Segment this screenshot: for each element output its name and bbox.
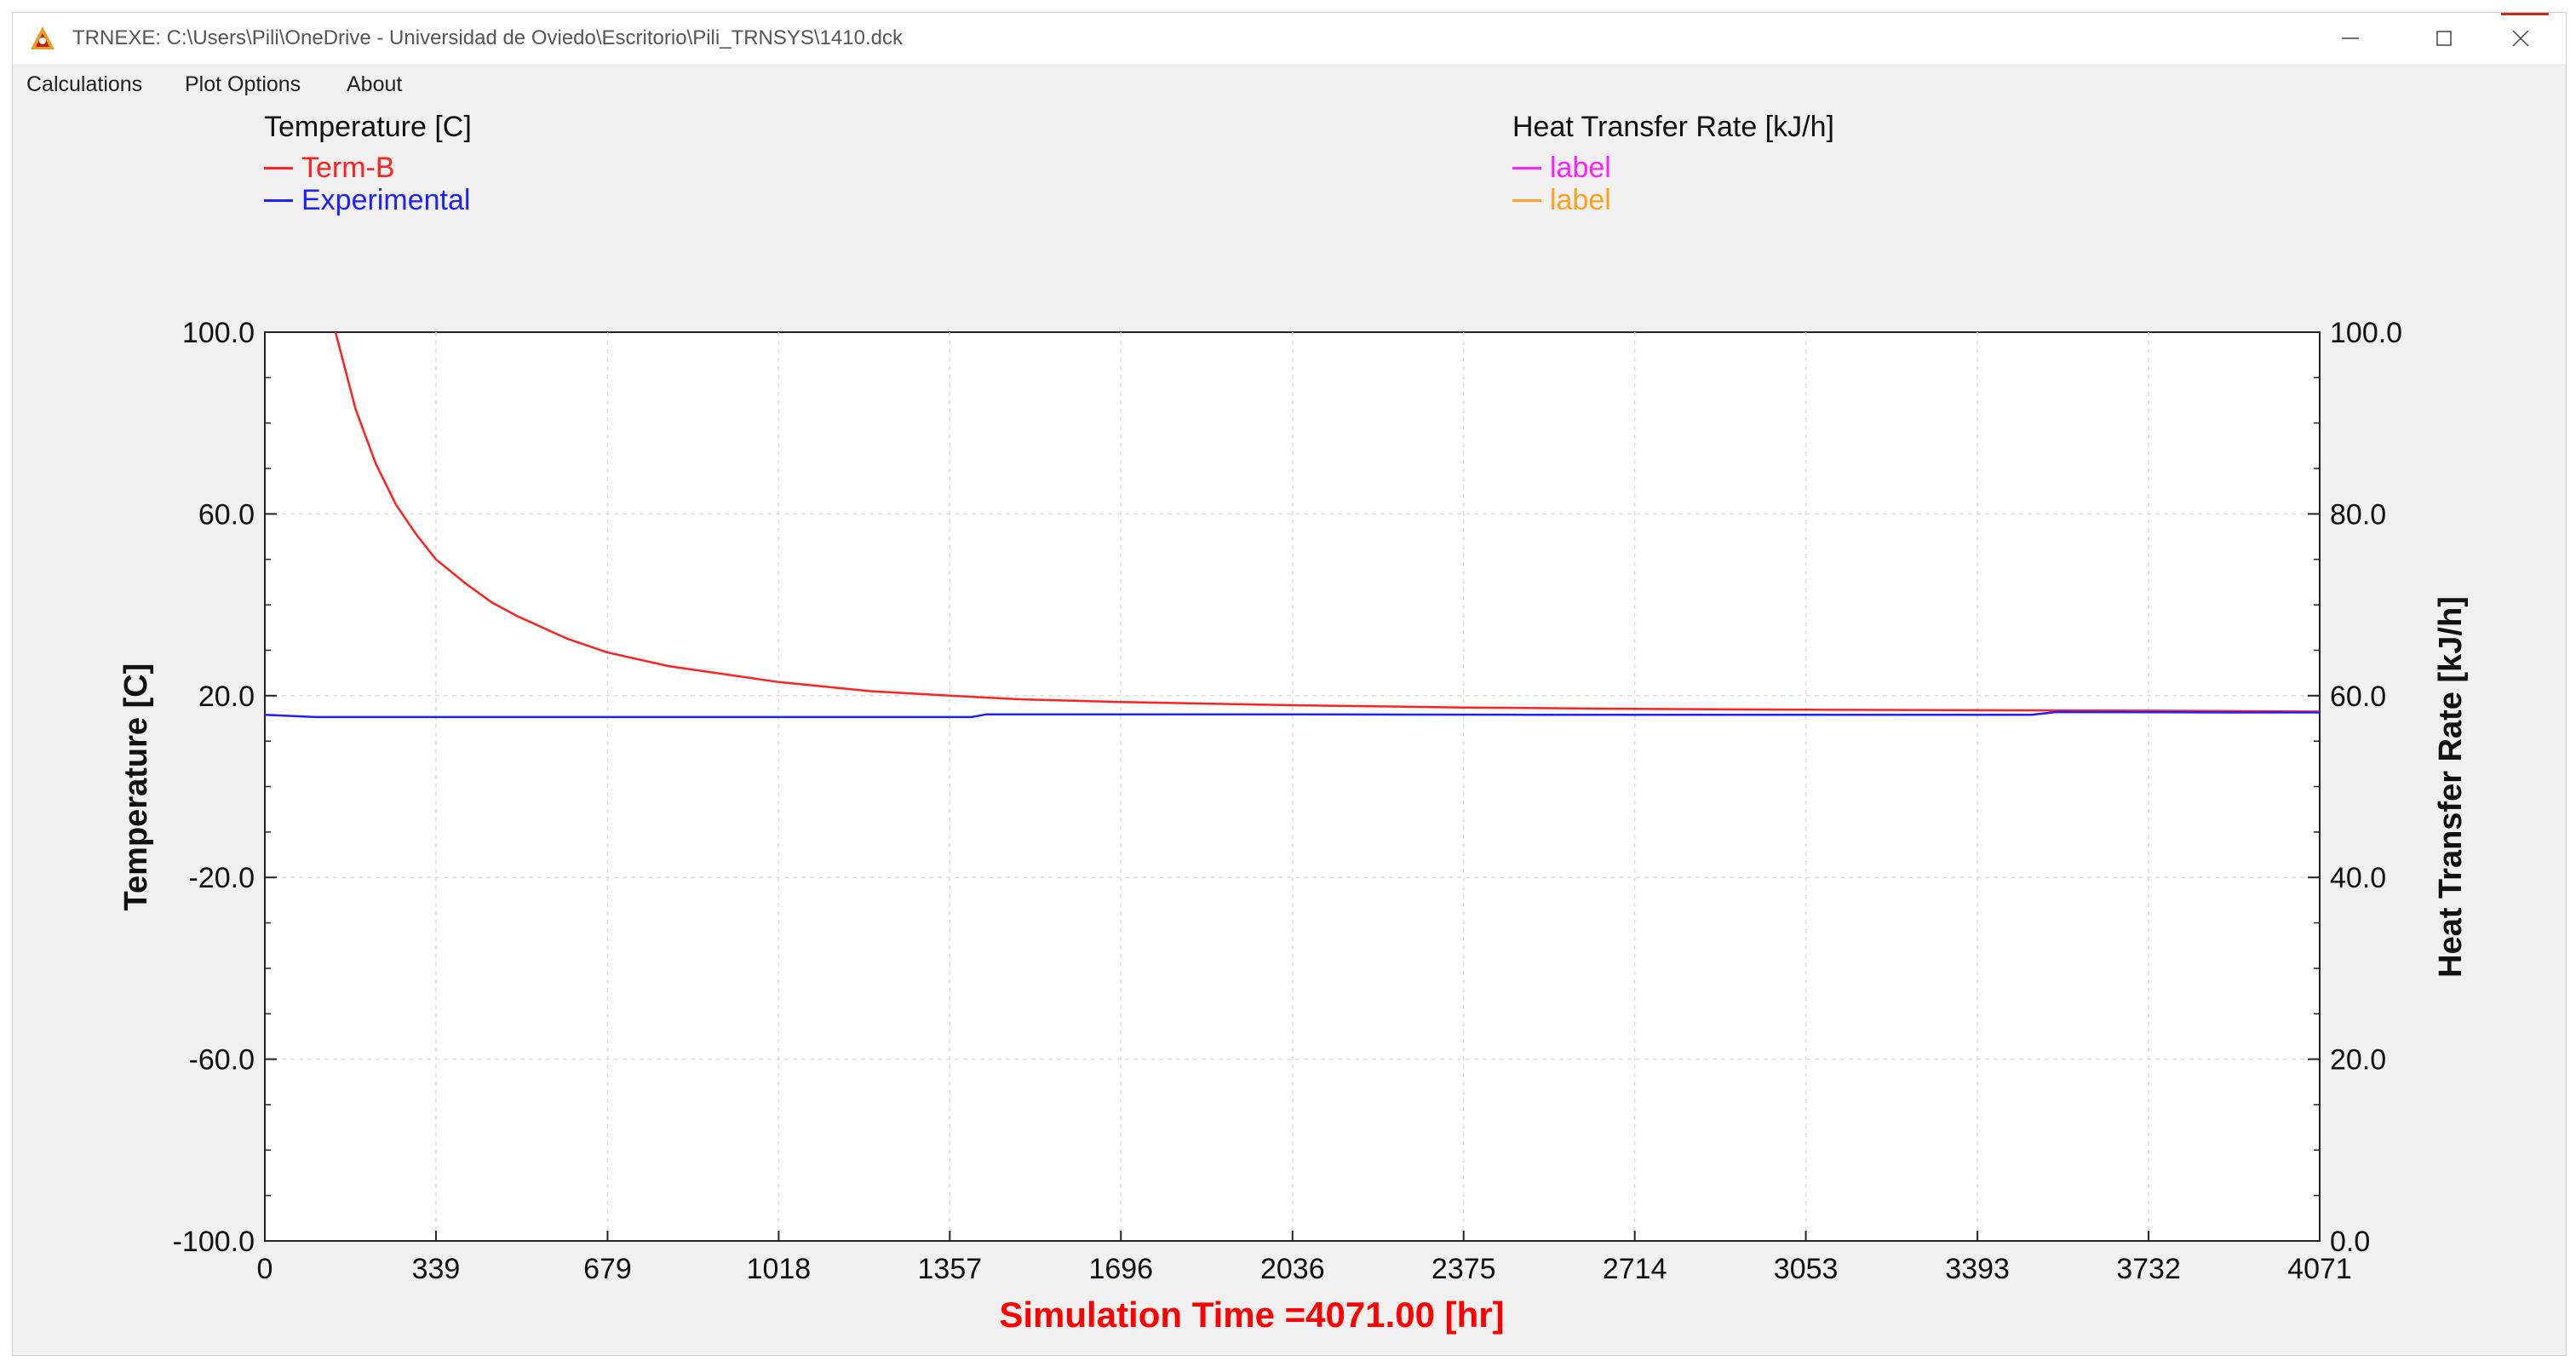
x-axis-label: Simulation Time =4071.00 [hr]	[999, 1295, 1504, 1335]
x-tick-label: 2036	[1260, 1253, 1325, 1285]
y2-tick-label: 20.0	[2330, 1044, 2386, 1077]
legend-entry-label-1: label	[1512, 152, 1611, 185]
window-title: TRNEXE: C:\Users\Pili\OneDrive - Univers…	[72, 26, 903, 49]
x-tick-label: 4071	[2287, 1253, 2352, 1285]
y-tick-label: 60.0	[198, 498, 255, 531]
legend-label-2: label	[1550, 184, 1611, 216]
x-tick-label: 1357	[918, 1253, 983, 1285]
y2-axis-label: Heat Transfer Rate [kJ/h]	[2433, 596, 2469, 978]
y-tick-label: -100.0	[173, 1226, 255, 1258]
close-accent	[2501, 13, 2549, 15]
maximize-icon	[2436, 31, 2452, 46]
legend-label-term-b: Term-B	[301, 152, 395, 184]
x-tick-label: 679	[583, 1253, 632, 1285]
x-tick-label: 3053	[1774, 1253, 1839, 1285]
y-tick-label: 100.0	[182, 317, 255, 349]
x-tick-label: 0	[257, 1253, 273, 1285]
x-tick-label: 3732	[2116, 1253, 2181, 1285]
x-tick-label: 1696	[1088, 1253, 1153, 1285]
menu-calculations[interactable]: Calculations	[26, 72, 143, 96]
legend-left-heading: Temperature [C]	[264, 111, 472, 143]
close-button[interactable]	[2474, 13, 2567, 64]
maximize-button[interactable]	[2397, 13, 2491, 64]
legend-label-experimental: Experimental	[301, 184, 471, 216]
legend-swatch-term-b	[264, 167, 293, 169]
y2-tick-label: 40.0	[2330, 862, 2386, 894]
x-tick-label: 2714	[1603, 1253, 1667, 1285]
y2-tick-label: 80.0	[2330, 498, 2386, 531]
legend-right-heading: Heat Transfer Rate [kJ/h]	[1512, 111, 1834, 143]
trnsys-logo-icon	[31, 26, 55, 49]
legend-entry-label-2: label	[1512, 184, 1611, 217]
grid-lines	[265, 332, 2320, 1241]
axis-ticks	[264, 331, 2321, 1242]
legend-swatch-label-2	[1512, 199, 1541, 202]
title-bar: TRNEXE: C:\Users\Pili\OneDrive - Univers…	[13, 13, 2566, 64]
menu-about[interactable]: About	[347, 72, 403, 96]
minimize-icon	[2342, 37, 2359, 39]
legend-swatch-label-1	[1512, 167, 1541, 169]
legend-entry-experimental: Experimental	[264, 184, 470, 217]
menu-plot-options[interactable]: Plot Options	[185, 72, 301, 96]
legend-entry-term-b: Term-B	[264, 152, 395, 185]
close-icon	[2512, 30, 2529, 47]
legend-swatch-experimental	[264, 199, 293, 202]
y-tick-label: -60.0	[189, 1044, 255, 1077]
y2-tick-label: 100.0	[2330, 317, 2402, 349]
y2-tick-label: 0.0	[2330, 1226, 2370, 1258]
series-lines	[264, 331, 2321, 719]
series-line-term-b	[334, 331, 2321, 713]
legend-label-1: label	[1550, 152, 1611, 184]
x-tick-label: 2375	[1431, 1253, 1496, 1285]
axis-tick-labels: 0 339 679 1018 1357 1696 2036 2375 2714 3053 3393 3…	[173, 317, 2403, 1285]
y2-tick-label: 60.0	[2330, 681, 2386, 713]
y-axis-label: Temperature [C]	[118, 663, 154, 911]
y-tick-label: 20.0	[198, 681, 255, 713]
series-line-experimental	[264, 710, 2320, 719]
menu-bar: Calculations Plot Options About	[13, 64, 2566, 101]
minimize-button[interactable]	[2303, 13, 2397, 64]
x-tick-label: 1018	[747, 1253, 812, 1285]
x-tick-label: 3393	[1945, 1253, 2010, 1285]
y-tick-label: -20.0	[189, 862, 255, 894]
x-tick-label: 339	[412, 1253, 461, 1285]
